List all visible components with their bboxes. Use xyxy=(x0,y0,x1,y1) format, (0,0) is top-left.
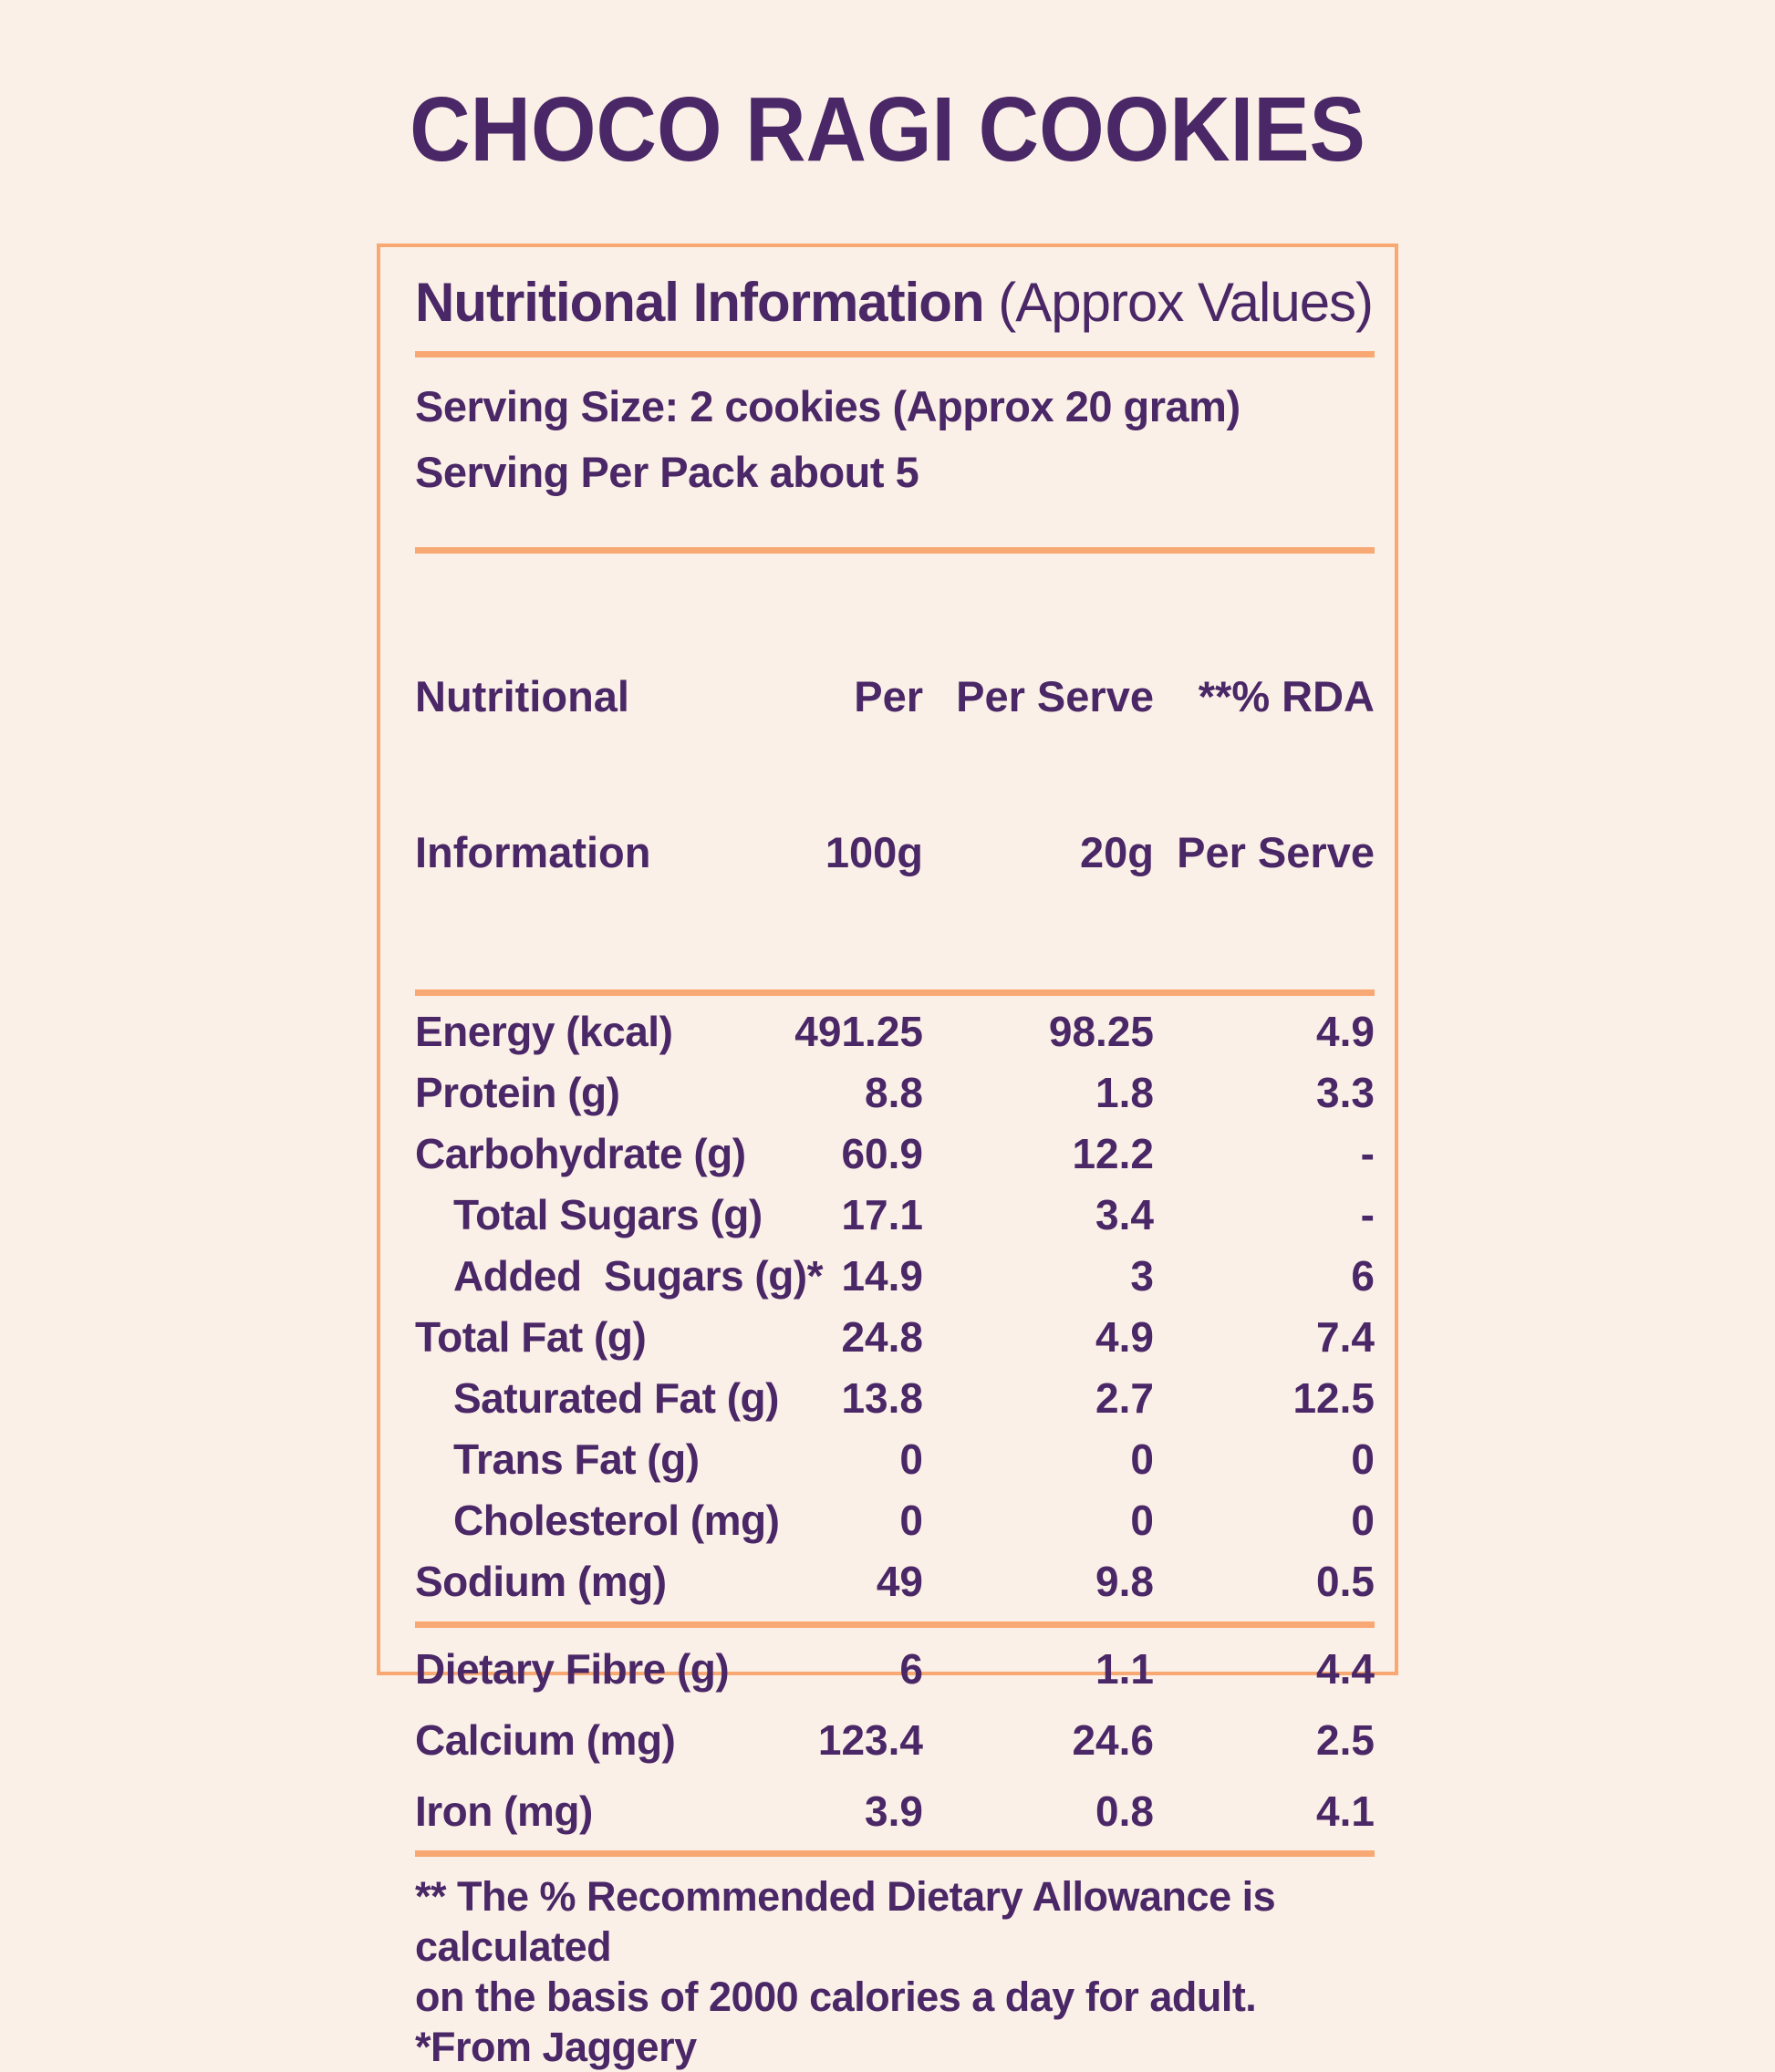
value-per-100g: 60.9 xyxy=(841,1130,923,1177)
nutrition-label-page: CHOCO RAGI COOKIES Nutritional Informati… xyxy=(377,78,1398,2070)
row-label: Protein (g) xyxy=(415,1069,620,1116)
header-per-serve-column: Per Serve 20g xyxy=(956,672,1154,876)
value-per-serve: 2.7 xyxy=(1095,1374,1154,1422)
table-row-cholesterol: Cholesterol (mg) 0 0 0 xyxy=(415,1490,1375,1551)
value-rda: 6 xyxy=(1351,1252,1375,1300)
panel-heading-approx-values: (Approx Values) xyxy=(983,272,1374,333)
value-per-100g: 491.25 xyxy=(794,1008,923,1055)
value-rda: 4.1 xyxy=(1316,1787,1375,1835)
table-row-calcium: Calcium (mg) 123.4 24.6 2.5 xyxy=(415,1704,1375,1776)
panel-heading: Nutritional Information xyxy=(415,272,985,333)
nutrition-panel: Nutritional Information (Approx Values) … xyxy=(377,243,1398,2070)
table-header-row: Nutritional Information Per 100g Per Ser… xyxy=(415,566,1375,982)
table-row-iron: Iron (mg) 3.9 0.8 4.1 xyxy=(415,1776,1375,1847)
value-rda: 3.3 xyxy=(1316,1069,1375,1116)
table-row-dietary-fibre: Dietary Fibre (g) 6 1.1 4.4 xyxy=(415,1633,1375,1704)
table-row-protein: Protein (g) 8.8 1.8 3.3 xyxy=(415,1062,1375,1124)
row-label: Saturated Fat (g) xyxy=(453,1374,779,1422)
value-per-serve: 9.8 xyxy=(1095,1558,1154,1605)
value-per-serve: 1.1 xyxy=(1095,1645,1154,1693)
value-per-serve: 3.4 xyxy=(1095,1191,1154,1238)
row-label: Calcium (mg) xyxy=(415,1716,676,1764)
value-per-serve: 3 xyxy=(1130,1252,1154,1300)
row-label: Iron (mg) xyxy=(415,1787,593,1835)
value-per-100g: 17.1 xyxy=(841,1191,923,1238)
value-per-100g: 8.8 xyxy=(865,1069,923,1116)
serving-per-pack-line: Serving Per Pack about 5 xyxy=(415,448,919,496)
table-row-energy: Energy (kcal) 491.25 98.25 4.9 xyxy=(415,1001,1375,1062)
panel-heading-row: Nutritional Information (Approx Values) xyxy=(415,271,1375,335)
row-label: Cholesterol (mg) xyxy=(453,1497,780,1544)
value-rda: 4.4 xyxy=(1316,1645,1375,1693)
value-rda: - xyxy=(1360,1130,1375,1177)
value-per-100g: 6 xyxy=(899,1645,923,1693)
value-per-serve: 4.9 xyxy=(1095,1313,1154,1361)
serving-info: Serving Size: 2 cookies (Approx 20 gram)… xyxy=(415,374,1375,505)
row-label: Dietary Fibre (g) xyxy=(415,1645,730,1693)
value-rda: 7.4 xyxy=(1316,1313,1375,1361)
value-rda: 4.9 xyxy=(1316,1008,1375,1055)
table-row-added-sugars: Added Sugars (g)* 14.9 3 6 xyxy=(415,1246,1375,1307)
divider xyxy=(415,547,1375,554)
row-label: Sodium (mg) xyxy=(415,1558,667,1605)
value-rda: - xyxy=(1360,1191,1375,1238)
value-rda: 2.5 xyxy=(1316,1716,1375,1764)
rda-footnote: ** The % Recommended Dietary Allowance i… xyxy=(415,1871,1375,2072)
header-per-100g-column: Per 100g xyxy=(825,672,923,876)
table-row-total-sugars: Total Sugars (g) 17.1 3.4 - xyxy=(415,1185,1375,1246)
value-per-100g: 0 xyxy=(899,1497,923,1544)
value-per-serve: 0 xyxy=(1130,1435,1154,1483)
divider xyxy=(415,1850,1375,1857)
value-per-100g: 49 xyxy=(876,1558,923,1605)
value-per-100g: 14.9 xyxy=(841,1252,923,1300)
value-per-100g: 13.8 xyxy=(841,1374,923,1422)
footnote-line-1: ** The % Recommended Dietary Allowance i… xyxy=(415,1873,1287,1970)
table-body-main: Energy (kcal) 491.25 98.25 4.9 Protein (… xyxy=(415,1001,1375,1612)
value-per-100g: 123.4 xyxy=(817,1716,923,1764)
footnote-line-2: on the basis of 2000 calories a day for … xyxy=(415,1974,1290,2070)
divider xyxy=(415,351,1375,357)
value-per-serve: 12.2 xyxy=(1072,1130,1154,1177)
row-label: Energy (kcal) xyxy=(415,1008,673,1055)
table-row-saturated-fat: Saturated Fat (g) 13.8 2.7 12.5 xyxy=(415,1368,1375,1429)
table-row-total-fat: Total Fat (g) 24.8 4.9 7.4 xyxy=(415,1307,1375,1368)
value-per-serve: 0 xyxy=(1130,1497,1154,1544)
page-title: CHOCO RAGI COOKIES xyxy=(410,78,1365,181)
row-label: Added Sugars (g)* xyxy=(453,1252,824,1300)
table-row-trans-fat: Trans Fat (g) 0 0 0 xyxy=(415,1429,1375,1490)
value-per-serve: 0.8 xyxy=(1095,1787,1154,1835)
header-rda-column: **% RDA Per Serve xyxy=(1177,672,1375,876)
value-rda: 0 xyxy=(1351,1497,1375,1544)
divider xyxy=(415,989,1375,996)
table-body-minerals: Dietary Fibre (g) 6 1.1 4.4 Calcium (mg)… xyxy=(415,1633,1375,1847)
row-label: Total Fat (g) xyxy=(415,1313,647,1361)
divider xyxy=(415,1621,1375,1628)
header-nutrient-column: Nutritional Information xyxy=(415,672,651,876)
table-row-carbohydrate: Carbohydrate (g) 60.9 12.2 - xyxy=(415,1124,1375,1185)
value-per-100g: 0 xyxy=(899,1435,923,1483)
value-per-serve: 1.8 xyxy=(1095,1069,1154,1116)
value-rda: 0 xyxy=(1351,1435,1375,1483)
table-row-sodium: Sodium (mg) 49 9.8 0.5 xyxy=(415,1551,1375,1612)
value-per-100g: 3.9 xyxy=(865,1787,923,1835)
row-label: Total Sugars (g) xyxy=(453,1191,763,1238)
value-per-serve: 98.25 xyxy=(1048,1008,1154,1055)
row-label: Carbohydrate (g) xyxy=(415,1130,746,1177)
value-rda: 0.5 xyxy=(1316,1558,1375,1605)
value-per-100g: 24.8 xyxy=(841,1313,923,1361)
serving-size-line: Serving Size: 2 cookies (Approx 20 gram) xyxy=(415,382,1240,430)
value-rda: 12.5 xyxy=(1292,1374,1375,1422)
value-per-serve: 24.6 xyxy=(1072,1716,1154,1764)
row-label: Trans Fat (g) xyxy=(453,1435,700,1483)
